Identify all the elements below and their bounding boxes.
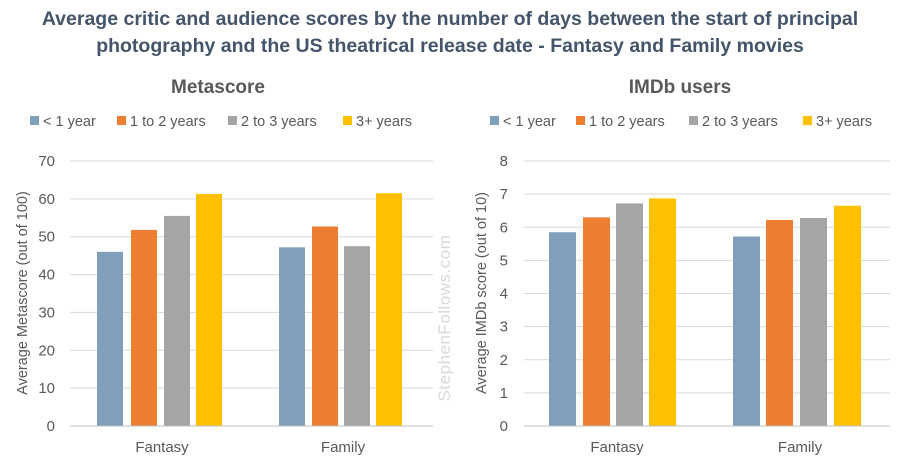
- bar-fantasy-0: [549, 232, 576, 426]
- y-tick-label: 7: [500, 186, 508, 203]
- legend-label: 2 to 3 years: [241, 114, 317, 130]
- bar-fantasy-0: [97, 251, 123, 426]
- y-tick-label: 0: [500, 418, 508, 435]
- legend-label: 3+ years: [356, 114, 412, 130]
- y-tick-label: 40: [38, 267, 55, 284]
- legend-swatch: [576, 116, 585, 125]
- legend-label: 2 to 3 years: [702, 114, 778, 130]
- x-category-label: Family: [778, 439, 823, 456]
- legend-swatch: [117, 116, 126, 125]
- y-tick-label: 3: [500, 319, 508, 336]
- y-tick-label: 5: [500, 252, 508, 269]
- y-tick-label: 4: [500, 286, 508, 303]
- legend-swatch: [343, 116, 352, 125]
- legend-item: < 1 year: [30, 114, 96, 130]
- y-axis-title: Average Metascore (out of 100): [15, 191, 31, 395]
- bar-fantasy-1: [583, 217, 610, 426]
- y-tick-label: 70: [38, 153, 55, 170]
- y-tick-label: 50: [38, 229, 55, 246]
- watermark: StephenFollows.com: [435, 235, 454, 402]
- legend-item: 2 to 3 years: [228, 114, 317, 130]
- legend-label: 1 to 2 years: [589, 114, 665, 130]
- bar-fantasy-3: [649, 198, 676, 426]
- legend-label: < 1 year: [43, 114, 96, 130]
- y-tick-label: 0: [47, 418, 55, 435]
- bar-fantasy-3: [196, 193, 222, 426]
- y-tick-label: 1: [500, 385, 508, 402]
- legend-item: 3+ years: [803, 114, 872, 130]
- panel-title: IMDb users: [629, 77, 731, 98]
- y-tick-label: 2: [500, 352, 508, 369]
- bar-family-2: [800, 217, 827, 426]
- legend-swatch: [803, 116, 812, 125]
- legend-swatch: [30, 116, 39, 125]
- bar-family-3: [376, 193, 402, 426]
- y-tick-label: 30: [38, 304, 55, 321]
- y-tick-label: 60: [38, 191, 55, 208]
- legend-item: 1 to 2 years: [117, 114, 206, 130]
- bar-family-0: [279, 247, 305, 426]
- chart-panel-0: Metascore < 1 year 1 to 2 years 2 to 3 year…: [15, 77, 433, 456]
- chart-main-title: Average critic and audience scores by th…: [41, 8, 859, 57]
- y-tick-label: 8: [500, 153, 508, 170]
- bar-family-3: [834, 205, 861, 426]
- y-axis-title: Average IMDb score (out of 10): [474, 192, 490, 394]
- bar-family-0: [733, 236, 760, 426]
- legend-swatch: [490, 116, 499, 125]
- x-category-label: Family: [321, 439, 366, 456]
- x-category-label: Fantasy: [135, 439, 189, 456]
- panel-title: Metascore: [171, 77, 265, 98]
- bar-fantasy-2: [616, 203, 643, 426]
- legend-item: < 1 year: [490, 114, 556, 130]
- bar-family-2: [344, 246, 370, 426]
- bar-fantasy-2: [164, 215, 190, 426]
- legend-label: 3+ years: [816, 114, 872, 130]
- legend-item: 2 to 3 years: [689, 114, 778, 130]
- y-tick-label: 6: [500, 219, 508, 236]
- legend-swatch: [228, 116, 237, 125]
- bar-family-1: [766, 219, 793, 426]
- chart-panel-1: IMDb users < 1 year 1 to 2 years 2 to 3 yea…: [474, 77, 890, 456]
- bar-family-1: [312, 226, 338, 426]
- legend-label: 1 to 2 years: [130, 114, 206, 130]
- legend-label: < 1 year: [503, 114, 556, 130]
- legend-item: 1 to 2 years: [576, 114, 665, 130]
- legend-item: 3+ years: [343, 114, 412, 130]
- y-tick-label: 20: [38, 342, 55, 359]
- x-category-label: Fantasy: [590, 439, 644, 456]
- legend-swatch: [689, 116, 698, 125]
- y-tick-label: 10: [38, 380, 55, 397]
- bar-fantasy-1: [131, 229, 157, 426]
